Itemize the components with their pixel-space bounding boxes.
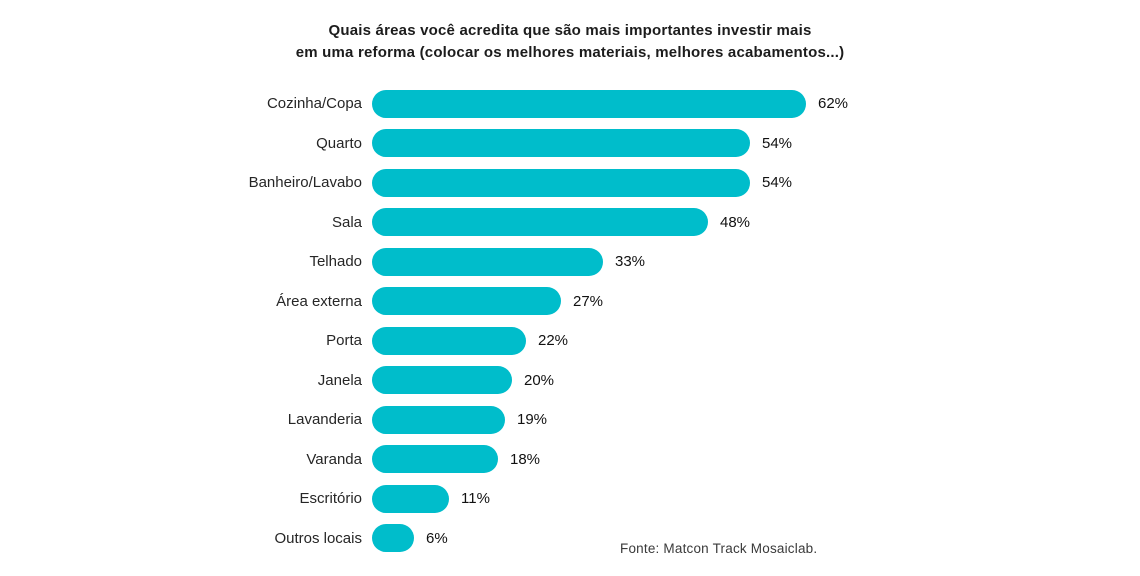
category-label: Quarto xyxy=(316,134,362,152)
category-label: Escritório xyxy=(299,490,362,508)
chart-row: Janela 20% xyxy=(0,361,848,401)
chart-row: Telhado 33% xyxy=(0,242,848,282)
value-label: 11% xyxy=(461,490,490,508)
category-label: Janela xyxy=(317,371,362,389)
category-label: Lavanderia xyxy=(287,411,362,429)
chart-row: Outros locais 6% xyxy=(0,519,848,559)
value-label: 19% xyxy=(517,411,548,429)
bar xyxy=(372,168,750,197)
bar-chart: Cozinha/Copa 62% Quarto 54% Banheiro/Lav… xyxy=(0,84,848,558)
chart-title-line2: em uma reforma (colocar os melhores mate… xyxy=(295,44,845,61)
value-label: 22% xyxy=(538,332,569,350)
value-label: 62% xyxy=(818,95,849,113)
chart-title-line1: Quais áreas você acredita que são mais i… xyxy=(328,22,812,39)
category-label: Banheiro/Lavabo xyxy=(248,174,362,192)
bar xyxy=(372,89,806,118)
bar xyxy=(372,366,512,395)
value-label: 48% xyxy=(720,213,751,231)
chart-row: Porta 22% xyxy=(0,321,848,361)
bar xyxy=(372,287,561,316)
value-label: 18% xyxy=(510,450,541,468)
chart-title: Quais áreas você acredita que são mais i… xyxy=(10,20,1130,64)
source-note: Fonte: Matcon Track Mosaiclab. xyxy=(620,541,818,556)
chart-row: Quarto 54% xyxy=(0,124,848,164)
value-label: 27% xyxy=(573,292,604,310)
chart-row: Área externa 27% xyxy=(0,282,848,322)
category-label: Porta xyxy=(326,332,362,350)
category-label: Telhado xyxy=(309,253,362,271)
bar xyxy=(372,129,750,158)
category-label: Sala xyxy=(331,213,362,231)
bar xyxy=(372,208,708,237)
chart-row: Sala 48% xyxy=(0,203,848,243)
chart-row: Banheiro/Lavabo 54% xyxy=(0,163,848,203)
bar xyxy=(372,326,526,355)
bar xyxy=(372,484,449,513)
chart-row: Lavanderia 19% xyxy=(0,400,848,440)
category-label: Cozinha/Copa xyxy=(266,95,362,113)
bar xyxy=(372,247,603,276)
category-label: Outros locais xyxy=(274,529,362,547)
value-label: 54% xyxy=(762,174,793,192)
chart-row: Varanda 18% xyxy=(0,440,848,480)
bar xyxy=(372,524,414,553)
bar xyxy=(372,445,498,474)
value-label: 6% xyxy=(426,529,448,547)
category-label: Área externa xyxy=(276,292,362,310)
chart-row: Escritório 11% xyxy=(0,479,848,519)
value-label: 54% xyxy=(762,134,793,152)
bar xyxy=(372,405,505,434)
value-label: 33% xyxy=(615,253,646,271)
value-label: 20% xyxy=(524,371,555,389)
category-label: Varanda xyxy=(306,450,362,468)
chart-row: Cozinha/Copa 62% xyxy=(0,84,848,124)
